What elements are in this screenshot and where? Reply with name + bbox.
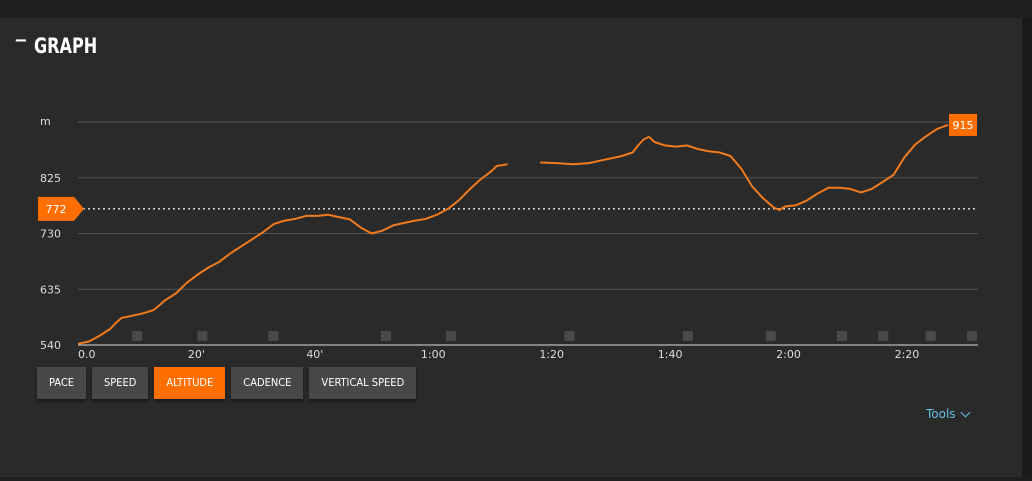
lap-marker	[925, 331, 936, 341]
altitude-button[interactable]: ALTITUDE	[154, 367, 226, 399]
altitude-series-line	[540, 123, 949, 211]
tools-dropdown[interactable]: Tools	[926, 407, 971, 421]
y-tick-label: 635	[40, 283, 61, 296]
y-tick-label: 825	[40, 172, 61, 185]
chevron-down-icon	[960, 407, 971, 417]
lap-marker	[132, 331, 143, 341]
x-tick-label: 1:00	[421, 348, 446, 361]
vertical-speed-button[interactable]: VERTICAL SPEED	[309, 367, 417, 399]
end-value-label: 915	[953, 119, 974, 132]
right-edge	[1022, 18, 1032, 477]
reference-label: 772	[46, 203, 67, 216]
lap-marker	[564, 331, 575, 341]
panel-title: GRAPH	[34, 34, 98, 58]
y-tick-label: 540	[40, 339, 61, 352]
lap-marker	[682, 331, 693, 341]
graph-panel	[0, 18, 1022, 477]
x-tick-label: 0.0	[78, 348, 96, 361]
collapse-icon[interactable]: −	[14, 30, 28, 51]
end-value-tag	[949, 113, 977, 136]
altitude-series-line	[77, 163, 508, 345]
lap-marker	[878, 331, 889, 341]
top-bar	[0, 0, 1032, 18]
speed-button[interactable]: SPEED	[92, 367, 149, 399]
x-tick-label: 20'	[188, 348, 205, 361]
lap-marker	[268, 331, 279, 341]
lap-marker	[967, 331, 978, 341]
lap-marker	[765, 331, 776, 341]
reference-tag	[38, 196, 84, 221]
x-tick-label: 2:00	[776, 348, 801, 361]
lap-marker	[380, 331, 391, 341]
x-tick-label: 2:20	[895, 348, 920, 361]
y-tick-label: 730	[40, 228, 61, 241]
pace-button[interactable]: PACE	[37, 367, 87, 399]
x-tick-label: 1:20	[539, 348, 564, 361]
y-unit-label: m	[40, 115, 51, 128]
lap-marker	[197, 331, 208, 341]
x-tick-label: 1:40	[658, 348, 683, 361]
lap-marker	[446, 331, 457, 341]
metric-button-row: PACE SPEED ALTITUDE CADENCE VERTICAL SPE…	[37, 367, 417, 399]
x-tick-label: 40'	[306, 348, 323, 361]
lap-marker	[836, 331, 847, 341]
tools-label: Tools	[926, 407, 956, 421]
cadence-button[interactable]: CADENCE	[231, 367, 304, 399]
